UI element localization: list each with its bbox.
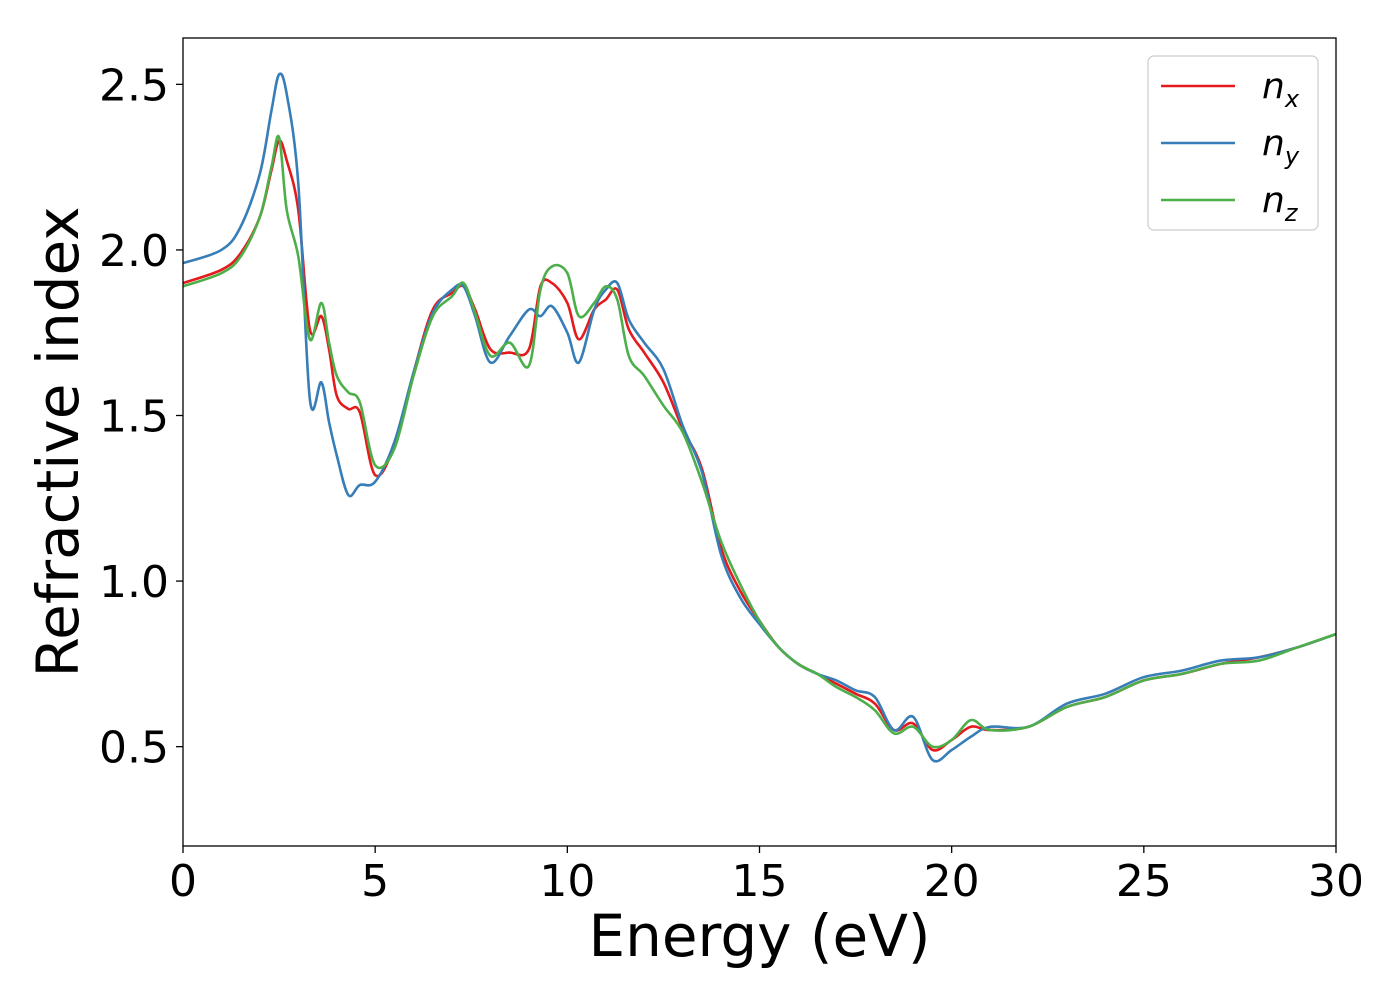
x-tick-label: 15 — [732, 856, 788, 907]
legend-label-subscript: y — [1284, 142, 1300, 170]
series-line-n-y — [183, 72, 1336, 763]
legend-label-y: ny — [1262, 123, 1300, 170]
series-line-n-z — [183, 134, 1336, 749]
legend-label-subscript: z — [1284, 199, 1299, 227]
y-tick-label: 1.5 — [99, 392, 169, 443]
y-tick-label: 2.0 — [99, 226, 169, 277]
y-axis: 0.5 1.0 1.5 2.0 2.5 — [99, 60, 183, 774]
x-tick-label: 30 — [1308, 856, 1364, 907]
x-axis-title: Energy (eV) — [588, 902, 930, 970]
legend-label-base: n — [1262, 123, 1285, 164]
y-axis-title: Refractive index — [24, 206, 92, 677]
legend-label-base: n — [1262, 66, 1285, 107]
y-tick-label: 1.0 — [99, 557, 169, 608]
y-tick-label: 0.5 — [99, 723, 169, 774]
legend-label-base: n — [1262, 180, 1285, 221]
legend-label-x: nx — [1262, 66, 1300, 113]
x-tick-label: 0 — [169, 856, 197, 907]
x-axis: 0 5 10 15 20 25 30 — [169, 846, 1364, 907]
series-line-n-x — [183, 139, 1336, 752]
x-tick-label: 5 — [361, 856, 389, 907]
x-tick-label: 20 — [924, 856, 980, 907]
legend-label-z: nz — [1262, 180, 1299, 227]
x-tick-label: 10 — [539, 856, 595, 907]
plot-lines — [183, 72, 1336, 763]
legend-label-subscript: x — [1284, 85, 1300, 113]
y-tick-label: 2.5 — [99, 60, 169, 111]
x-tick-label: 25 — [1116, 856, 1172, 907]
